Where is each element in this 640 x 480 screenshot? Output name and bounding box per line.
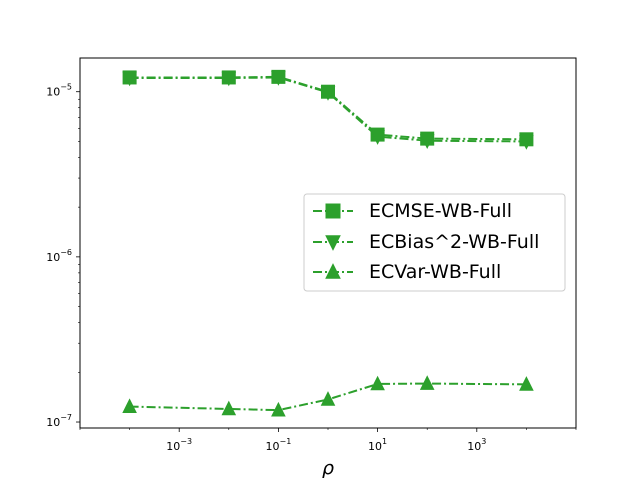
data-point — [370, 130, 385, 145]
legend-label: ECVar-WB-Full — [369, 261, 501, 283]
data-point — [320, 391, 336, 406]
series-triangle-down — [122, 71, 534, 150]
legend-label: ECMSE-WB-Full — [369, 200, 512, 222]
x-tick-label: 101 — [368, 437, 387, 453]
data-point — [271, 71, 286, 86]
x-tick-label: 103 — [467, 437, 486, 453]
y-tick-label: 10−5 — [46, 83, 72, 99]
y-tick-label: 10−7 — [46, 413, 72, 429]
legend-frame — [303, 193, 566, 292]
data-point — [519, 376, 534, 391]
data-point — [320, 86, 336, 101]
legend-marker — [325, 235, 341, 251]
legend-entry: ECBias^2-WB-Full — [313, 231, 539, 253]
legend-entry: ECMSE-WB-Full — [313, 200, 512, 222]
data-point — [419, 134, 435, 149]
data-point — [221, 71, 237, 87]
data-point — [122, 71, 137, 87]
data-point — [271, 401, 286, 417]
x-axis-ticks: 10−3 10−1 101 103 — [79, 428, 577, 453]
y-tick-label: 10−6 — [46, 248, 72, 264]
x-axis-label: ρ — [322, 457, 334, 479]
x-tick-label: 10−3 — [166, 437, 192, 453]
legend-marker — [325, 263, 341, 279]
data-point — [419, 375, 435, 390]
series-layer — [122, 69, 534, 417]
data-point — [519, 135, 534, 150]
y-axis-ticks: 10−7 10−6 10−5 — [46, 83, 80, 429]
data-point — [122, 398, 137, 413]
legend-label: ECBias^2-WB-Full — [369, 231, 539, 253]
legend-entry: ECVar-WB-Full — [313, 261, 501, 283]
series-triangle-up — [122, 375, 534, 417]
legend-marker — [325, 203, 341, 219]
legend: ECMSE-WB-Full ECBias^2-WB-Full ECVar-WB-Fu… — [303, 193, 566, 292]
data-point — [370, 375, 385, 391]
x-tick-label: 10−1 — [266, 437, 292, 453]
data-point — [221, 400, 237, 416]
